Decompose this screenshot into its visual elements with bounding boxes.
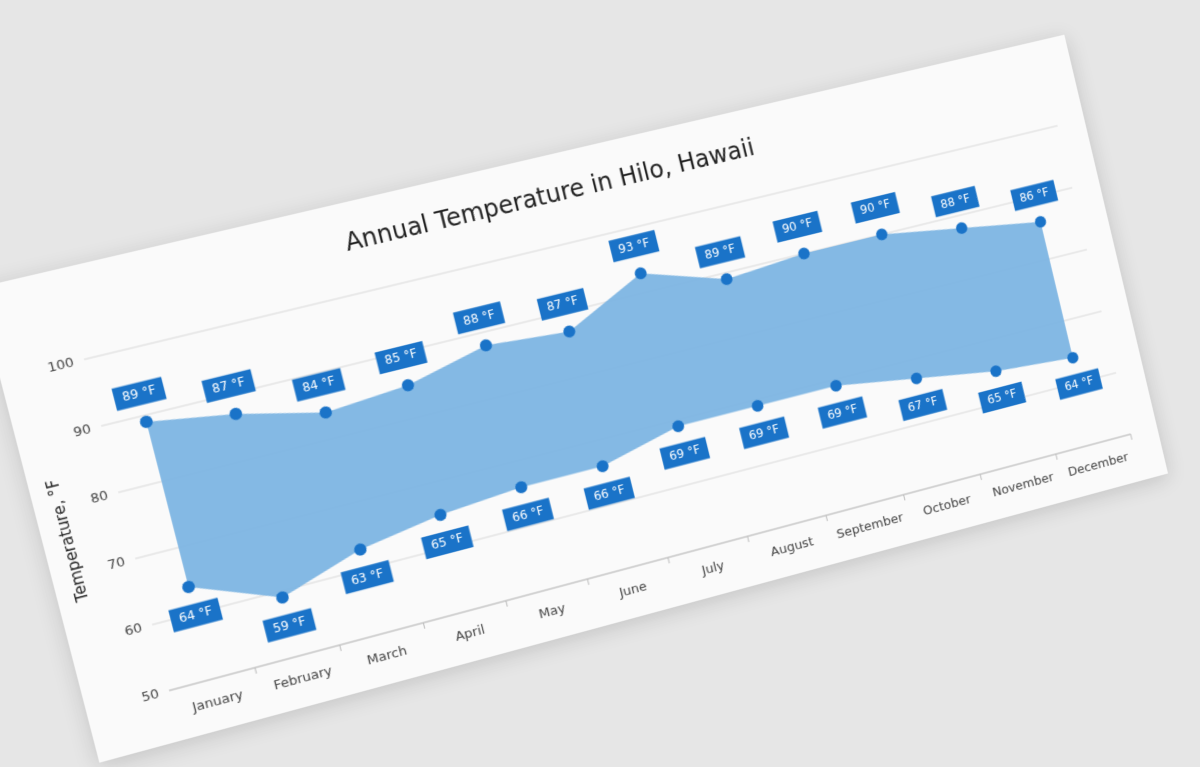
x-tick-label: November (991, 470, 1056, 500)
x-tick (423, 623, 424, 629)
label-box (1010, 179, 1059, 212)
chart-title: Annual Temperature in Hilo, Hawaii (342, 133, 757, 257)
label-box (850, 191, 900, 224)
x-tick-label: March (366, 643, 409, 668)
label-box (930, 185, 980, 218)
data-point (478, 337, 494, 353)
page: Annual Temperature in Hilo, Hawaii Tempe… (0, 34, 1169, 763)
x-tick (340, 645, 341, 651)
y-tick-label: 50 (140, 686, 161, 705)
x-tick (826, 515, 827, 521)
x-tick (506, 601, 507, 607)
y-tick-label: 70 (106, 554, 127, 573)
x-tick-label: August (769, 535, 815, 560)
x-tick (586, 578, 589, 585)
x-tick-label: May (537, 601, 567, 622)
x-tick-label: April (454, 623, 487, 645)
data-point (750, 398, 765, 414)
x-tick-label: June (617, 579, 649, 601)
chart: Annual Temperature in Hilo, Hawaii Tempe… (43, 35, 1168, 716)
chart-card: Annual Temperature in Hilo, Hawaii Tempe… (0, 34, 1169, 763)
label-box (452, 301, 506, 335)
y-tick-label: 100 (46, 355, 76, 376)
y-axis-title: Temperature, °F (43, 477, 93, 604)
x-tick (747, 536, 748, 542)
data-point (719, 272, 734, 287)
y-tick-label: 80 (89, 488, 110, 507)
data-point (433, 507, 448, 523)
data-point (671, 419, 686, 434)
label-box (772, 210, 823, 243)
x-tick (255, 668, 257, 674)
label-box (608, 229, 660, 263)
data-point (596, 460, 609, 473)
x-tick-label: September (835, 510, 905, 542)
range-area (139, 178, 1081, 620)
data-point (562, 324, 577, 339)
x-tick (1131, 434, 1132, 440)
x-tick-label: October (922, 492, 973, 519)
x-tick (668, 558, 669, 564)
y-tick-label: 60 (123, 620, 144, 639)
x-tick-label: July (699, 558, 726, 578)
x-tick (1056, 454, 1057, 460)
label-box (694, 236, 746, 269)
data-point (400, 377, 416, 393)
x-tick-label: January (190, 687, 245, 715)
label-box (536, 287, 589, 321)
x-tick (904, 495, 905, 501)
data-point (633, 266, 648, 281)
data-point (318, 405, 334, 421)
x-tick (980, 474, 981, 480)
x-tick-label: December (1067, 450, 1131, 480)
x-tick-label: February (272, 663, 334, 693)
data-point (513, 479, 529, 495)
y-tick-label: 90 (72, 422, 93, 441)
